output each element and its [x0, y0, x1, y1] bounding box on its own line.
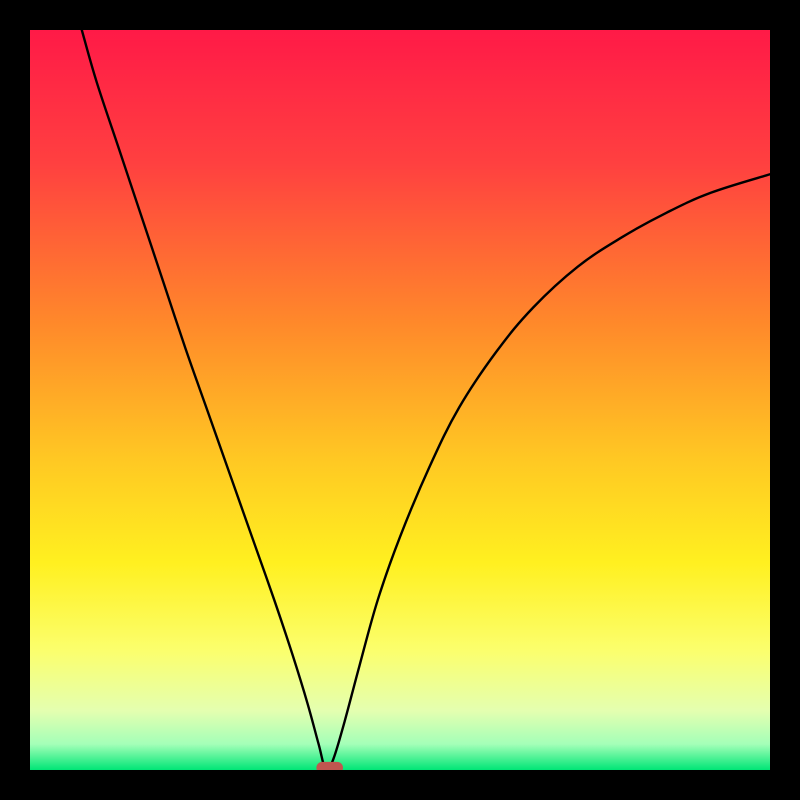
minimum-marker [316, 762, 343, 774]
chart-svg [0, 0, 800, 800]
bottleneck-chart: TheBottleneck.com [0, 0, 800, 800]
watermark-text: TheBottleneck.com [580, 4, 786, 30]
chart-frame [15, 15, 785, 785]
bottleneck-curve [82, 30, 770, 771]
plot-background [30, 30, 770, 770]
